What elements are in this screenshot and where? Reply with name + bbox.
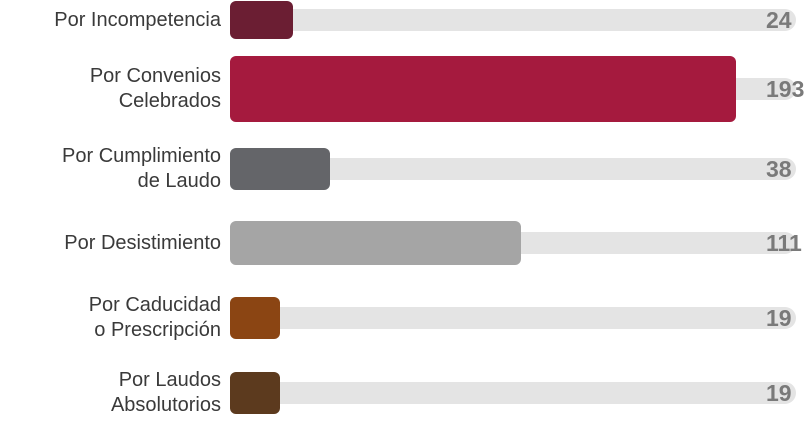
bar <box>230 372 280 414</box>
value-label: 24 <box>766 7 792 33</box>
category-label: Por Laudos Absolutorios <box>110 369 221 416</box>
bar-track <box>230 307 796 329</box>
category-label: Por Caducidad o Prescripción <box>88 294 221 341</box>
value-label: 111 <box>766 230 802 256</box>
bar-track <box>230 382 796 404</box>
bar <box>230 148 330 190</box>
bar <box>230 56 736 122</box>
bar-track <box>230 158 796 180</box>
value-label: 38 <box>766 156 792 182</box>
bar-track <box>230 9 796 31</box>
value-label: 19 <box>766 305 792 331</box>
category-label: Por Incompetencia <box>54 8 221 31</box>
bar <box>230 297 280 339</box>
value-label: 19 <box>766 380 792 406</box>
category-label: Por Cumplimiento de Laudo <box>62 145 221 192</box>
category-label: Por Convenios Celebrados <box>89 65 221 112</box>
bar <box>230 1 293 39</box>
value-label: 193 <box>766 76 805 102</box>
bar <box>230 221 521 265</box>
category-label: Por Desistimiento <box>64 231 221 254</box>
